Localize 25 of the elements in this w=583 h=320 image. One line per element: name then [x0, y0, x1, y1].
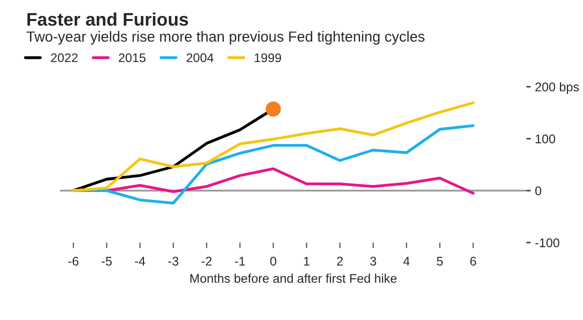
x-tick-label: -4 — [135, 256, 146, 266]
x-tick-label: -5 — [102, 256, 112, 266]
chart-subtitle: Two-year yields rise more than previous Fed tightening cycles — [26, 31, 425, 45]
y-tick-label: 100 — [536, 134, 556, 144]
x-tick-label: 1 — [304, 256, 310, 266]
y-tick-label: 0 — [535, 186, 542, 196]
x-tick-label: 2 — [337, 256, 343, 266]
x-tick-label: 6 — [470, 256, 476, 266]
chart-title: Faster and Furious — [27, 12, 188, 26]
x-tick-label: -3 — [168, 256, 178, 266]
y-tick-label: -100 — [535, 238, 560, 248]
x-tick-label: 3 — [370, 256, 376, 266]
x-tick-label: 0 — [270, 256, 276, 266]
line-series — [72, 101, 475, 192]
x-tick-label: -2 — [202, 256, 212, 266]
legend-label: 2004 — [186, 53, 214, 62]
y-tick-label: 200 bps — [535, 82, 579, 94]
legend-label: 1999 — [254, 53, 282, 62]
x-tick-label: -1 — [234, 256, 245, 266]
legend-label: 2022 — [51, 53, 78, 62]
x-tick-label: -6 — [68, 256, 78, 266]
x-axis-title: Months before and after first Fed hike — [190, 274, 397, 283]
x-tick-label: 4 — [403, 256, 410, 266]
x-tick-label: 5 — [436, 256, 443, 266]
legend-label: 2015 — [118, 53, 146, 62]
